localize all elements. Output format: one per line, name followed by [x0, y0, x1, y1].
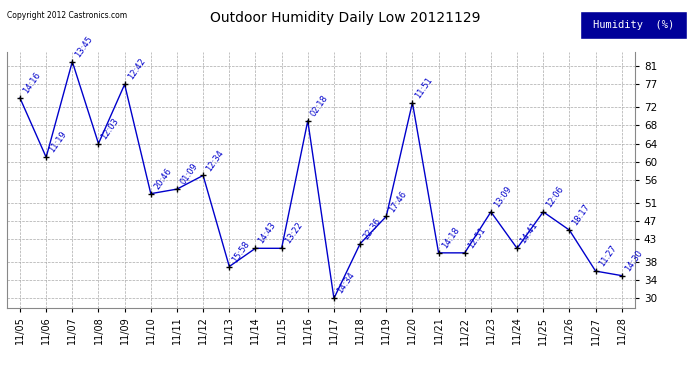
- Text: 14:16: 14:16: [21, 70, 43, 95]
- Text: 11:19: 11:19: [48, 130, 68, 154]
- Text: 11:27: 11:27: [597, 244, 618, 268]
- Text: 14:43: 14:43: [257, 221, 278, 246]
- Text: 14:41: 14:41: [518, 221, 540, 246]
- Text: 14:34: 14:34: [335, 271, 357, 296]
- Text: 12:34: 12:34: [204, 148, 226, 172]
- Text: 14:18: 14:18: [440, 225, 461, 250]
- Text: 12:03: 12:03: [100, 116, 121, 141]
- Text: 14:30: 14:30: [623, 248, 644, 273]
- Text: 20:46: 20:46: [152, 166, 173, 191]
- Text: 01:09: 01:09: [178, 162, 199, 186]
- Text: 11:51: 11:51: [414, 75, 435, 100]
- Text: Humidity  (%): Humidity (%): [593, 21, 674, 30]
- Text: Copyright 2012 Castronics.com: Copyright 2012 Castronics.com: [7, 11, 127, 20]
- Text: 12:06: 12:06: [544, 184, 566, 209]
- Text: 13:22: 13:22: [283, 221, 304, 246]
- Text: 13:45: 13:45: [74, 34, 95, 59]
- Text: 22:36: 22:36: [362, 216, 383, 241]
- Text: 17:46: 17:46: [388, 189, 408, 214]
- Text: Outdoor Humidity Daily Low 20121129: Outdoor Humidity Daily Low 20121129: [210, 11, 480, 25]
- Text: 12:42: 12:42: [126, 57, 147, 82]
- Text: 18:17: 18:17: [571, 202, 592, 227]
- Text: 15:58: 15:58: [230, 239, 252, 264]
- Text: 13:09: 13:09: [492, 184, 513, 209]
- Text: 12:51: 12:51: [466, 225, 487, 250]
- Text: 02:18: 02:18: [309, 93, 331, 118]
